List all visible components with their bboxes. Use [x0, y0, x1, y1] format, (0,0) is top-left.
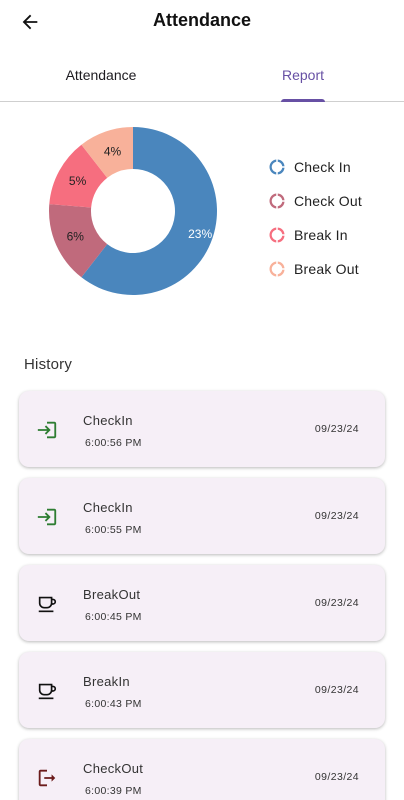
history-type: BreakOut [83, 587, 141, 602]
slice-label: 6% [67, 229, 85, 243]
history-time: 6:00:56 PM [85, 437, 142, 449]
history-heading: History [24, 356, 73, 373]
donut-small-icon [269, 193, 285, 209]
donut-small-icon [269, 261, 285, 277]
tab-indicator [281, 99, 325, 102]
legend-item-check-in: Check In [268, 150, 362, 184]
legend-item-break-out: Break Out [268, 252, 362, 286]
coffee-cup-icon [38, 596, 57, 613]
logout-icon [38, 769, 56, 787]
history-time: 6:00:45 PM [85, 611, 142, 623]
tab-report-label: Report [281, 67, 325, 83]
coffee-cup-icon [38, 683, 57, 700]
back-button[interactable] [16, 8, 44, 36]
slice-label: 23% [188, 227, 212, 241]
slice-label: 5% [69, 174, 87, 188]
chart-legend: Check In Check Out Break In Break Out [268, 150, 362, 286]
donut-svg: 23% 6% 5% 4% [49, 127, 217, 295]
history-type: CheckIn [83, 500, 133, 515]
history-card[interactable]: BreakOut 6:00:45 PM 09/23/24 [19, 565, 385, 641]
login-icon [37, 508, 57, 526]
donut-small-icon [269, 159, 285, 175]
login-icon [37, 421, 57, 439]
legend-item-break-in: Break In [268, 218, 362, 252]
tab-report[interactable]: Report [202, 56, 404, 102]
history-date: 09/23/24 [314, 597, 359, 609]
app-bar: Attendance [0, 0, 404, 44]
history-card[interactable]: CheckIn 6:00:56 PM 09/23/24 [19, 391, 385, 467]
history-time: 6:00:39 PM [85, 785, 142, 797]
slice-break-in [49, 144, 108, 208]
legend-label: Check In [294, 159, 351, 175]
history-type: CheckIn [83, 413, 133, 428]
arrow-back-icon [22, 14, 38, 30]
slice-break-out [81, 127, 133, 178]
tab-attendance[interactable]: Attendance [0, 56, 202, 101]
slice-check-out [49, 204, 108, 278]
legend-item-check-out: Check Out [268, 184, 362, 218]
history-date: 09/23/24 [314, 684, 359, 696]
legend-label: Check Out [294, 193, 362, 209]
history-date: 09/23/24 [314, 771, 359, 783]
history-date: 09/23/24 [314, 510, 359, 522]
history-card[interactable]: BreakIn 6:00:43 PM 09/23/24 [19, 652, 385, 728]
attendance-donut-chart: 23% 6% 5% 4% [40, 127, 226, 295]
legend-label: Break Out [294, 261, 359, 277]
tab-bar: Attendance Report [0, 56, 404, 102]
history-time: 6:00:55 PM [85, 524, 142, 536]
donut-small-icon [269, 227, 285, 243]
page-title: Attendance [152, 10, 251, 30]
history-list: CheckIn 6:00:56 PM 09/23/24 CheckIn 6:00… [19, 391, 385, 800]
history-card[interactable]: CheckIn 6:00:55 PM 09/23/24 [19, 478, 385, 554]
history-type: CheckOut [83, 761, 144, 776]
history-date: 09/23/24 [314, 423, 359, 435]
slice-check-in [81, 127, 217, 295]
tab-attendance-label: Attendance [65, 67, 137, 83]
history-type: BreakIn [83, 674, 130, 689]
history-card[interactable]: CheckOut 6:00:39 PM 09/23/24 [19, 739, 385, 800]
slice-label: 4% [104, 144, 122, 158]
legend-label: Break In [294, 227, 348, 243]
history-time: 6:00:43 PM [85, 698, 142, 710]
